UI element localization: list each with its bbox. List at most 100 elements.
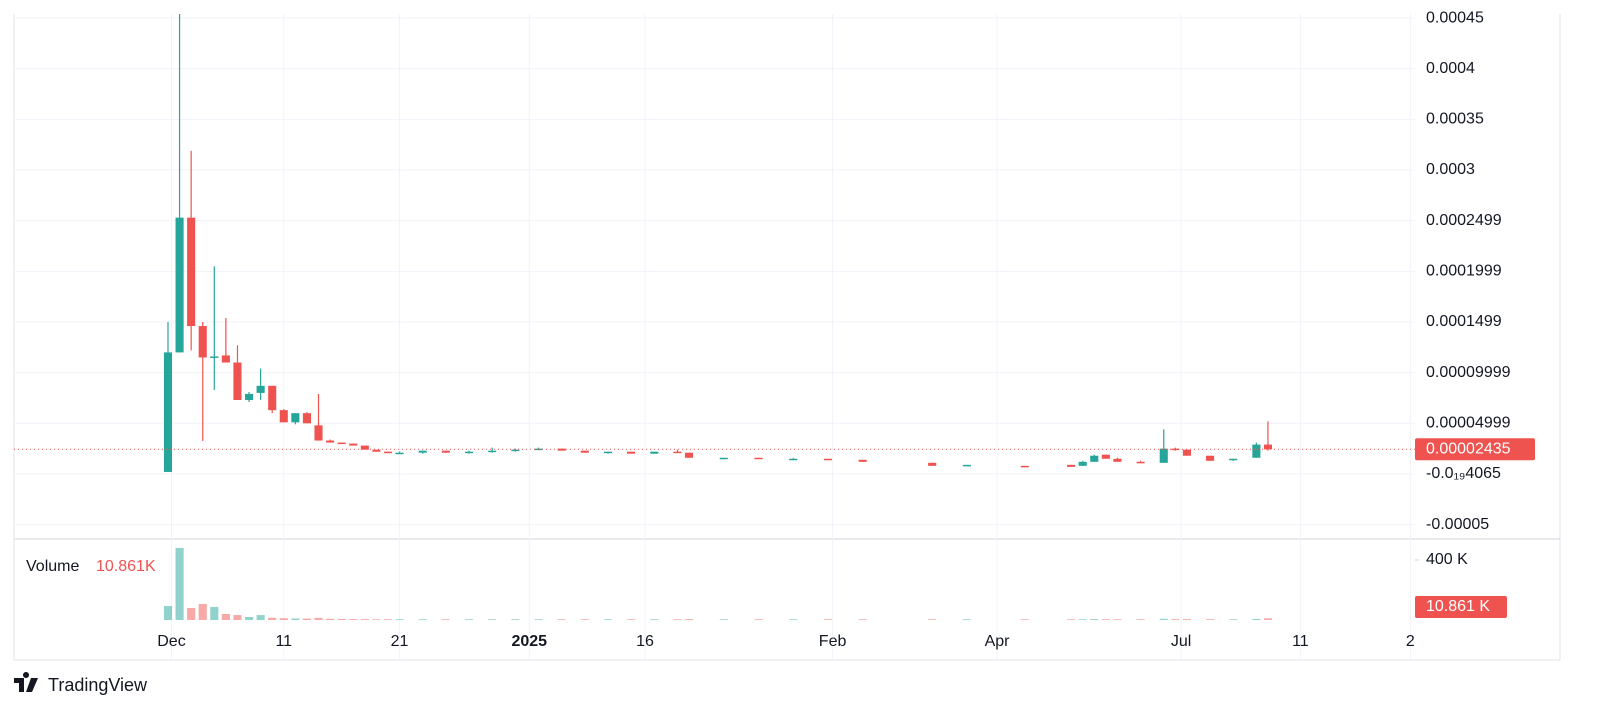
x-tick-label: 2 [1406,633,1415,650]
candle-body [858,459,867,462]
volume-tick-label: 400 K [1426,551,1468,568]
candle-body [1252,444,1261,458]
candle-body [488,450,497,453]
volume-bar [1263,618,1273,620]
candle-body [314,425,323,441]
x-tick-label: Dec [157,633,185,650]
volume-bar [1020,619,1029,620]
volume-bar [1229,619,1238,620]
volume-bar [627,619,636,620]
volume-bar [754,619,763,620]
volume-bar [163,606,173,620]
candle-body [360,445,369,450]
y-tick-label: -0.00005 [1426,516,1489,533]
x-tick-label: Jul [1171,633,1191,650]
volume-bar [650,619,659,620]
volume-bar [268,617,277,620]
volume-bar [441,619,450,620]
candle-body [187,217,196,327]
volume-bar [684,619,694,620]
volume-bar [1136,619,1145,620]
volume-bar [418,619,427,620]
volume-bar [511,619,520,620]
x-tick-label: Feb [819,633,847,650]
candle-body [1159,448,1168,463]
volume-bar [233,615,242,620]
volume-bar [175,547,184,620]
volume-bar [1067,619,1076,620]
candle-body [1067,464,1076,467]
volume-bar [1182,619,1191,620]
volume-bar [244,616,254,620]
candle-body [603,451,613,454]
candle-body [580,450,589,453]
candle-body [684,452,694,458]
candle-body [441,450,450,453]
candle-body [1171,448,1180,451]
volume-bar [603,619,613,620]
volume-bar [210,606,219,620]
y-tick-label: 0.0002499 [1426,212,1502,229]
volume-title: Volume [26,558,79,575]
y-tick-label: 0.00004999 [1426,415,1511,432]
volume-last-value: 10.861K [96,558,156,575]
volume-bar [1113,619,1122,620]
candle-body [1229,458,1238,461]
candle-body [418,450,427,453]
volume-last-axis-label: 10.861 K [1426,598,1490,615]
candle-body [395,452,404,455]
volume-bar [1078,619,1087,620]
y-tick-label: 0.00009999 [1426,364,1511,381]
x-tick-label: 21 [391,633,409,650]
x-tick-label: 11 [1292,633,1309,650]
candle-body [1090,455,1099,462]
candle-body [291,413,300,423]
volume-bar [187,607,196,620]
volume-bar [349,619,358,620]
candle-body [1113,458,1122,462]
volume-bar [360,619,369,620]
y-tick-label: -0.0₁₉4065 [1426,465,1501,482]
candle-body [256,385,265,393]
candle-body [1078,461,1087,466]
volume-bar [1206,619,1215,620]
candle-body [650,451,659,454]
volume-bar [789,619,798,620]
candle-body [719,457,728,460]
y-tick-label: 0.0003 [1426,161,1475,178]
candle-body [268,385,277,411]
candle-body [279,410,288,423]
candle-body [349,443,358,446]
candle-body [557,448,566,451]
candle-body [244,393,254,401]
candle-body [754,457,763,460]
candle-body [198,326,207,358]
candle-body [823,458,833,461]
candle-body [928,462,937,466]
candle-body [221,355,230,363]
brand-name: TradingView [48,675,148,695]
logo-icon [14,672,38,692]
volume-last-box [1415,596,1507,618]
y-tick-label: 0.00035 [1426,111,1484,128]
y-tick-label: 0.00045 [1426,9,1484,26]
y-tick-label: 0.0001999 [1426,263,1502,280]
volume-bar [198,603,207,620]
x-tick-label: 2025 [511,633,547,650]
volume-bar [221,613,230,620]
volume-bar [1252,618,1261,620]
volume-bar [314,617,323,620]
volume-bar [1159,618,1168,620]
candle-body [627,451,636,454]
volume-bar [279,618,288,620]
candle-body [175,217,184,353]
x-tick-label: 11 [275,633,292,650]
volume-bar [673,619,682,620]
candle-body [1263,444,1273,450]
volume-bar [372,619,381,620]
volume-bar [823,619,833,620]
candle-body [326,440,335,443]
volume-bar [1171,619,1180,620]
